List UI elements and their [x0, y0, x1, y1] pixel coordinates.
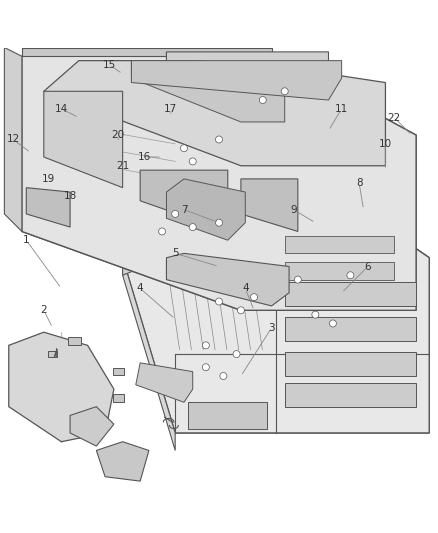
- Polygon shape: [285, 352, 416, 376]
- Text: 19: 19: [42, 174, 55, 184]
- Circle shape: [159, 228, 166, 235]
- Text: 5: 5: [172, 248, 179, 259]
- Polygon shape: [123, 179, 315, 275]
- Polygon shape: [68, 336, 81, 345]
- Polygon shape: [131, 61, 342, 100]
- Polygon shape: [4, 47, 22, 231]
- Polygon shape: [113, 394, 124, 402]
- Circle shape: [259, 96, 266, 103]
- Polygon shape: [285, 282, 416, 306]
- Polygon shape: [70, 407, 114, 446]
- Text: 17: 17: [164, 104, 177, 114]
- Polygon shape: [166, 253, 289, 306]
- Polygon shape: [166, 179, 245, 240]
- Circle shape: [294, 276, 301, 283]
- Polygon shape: [22, 56, 416, 310]
- Text: 3: 3: [268, 323, 275, 333]
- Circle shape: [281, 88, 288, 95]
- Circle shape: [347, 272, 354, 279]
- Polygon shape: [285, 383, 416, 407]
- Polygon shape: [44, 91, 123, 188]
- Circle shape: [329, 320, 336, 327]
- Polygon shape: [166, 52, 328, 91]
- Text: 15: 15: [103, 60, 116, 70]
- Polygon shape: [123, 179, 429, 433]
- Polygon shape: [48, 351, 57, 358]
- Circle shape: [220, 373, 227, 379]
- Polygon shape: [123, 258, 175, 450]
- Text: 12: 12: [7, 134, 20, 144]
- Circle shape: [189, 223, 196, 231]
- Text: 16: 16: [138, 152, 151, 162]
- Text: 4: 4: [242, 284, 249, 293]
- Text: 2: 2: [40, 305, 47, 316]
- Text: 1: 1: [23, 235, 30, 245]
- Polygon shape: [131, 61, 285, 122]
- Text: 10: 10: [379, 139, 392, 149]
- Text: 20: 20: [112, 130, 125, 140]
- Text: 7: 7: [180, 205, 187, 215]
- Text: 4: 4: [137, 284, 144, 293]
- Text: 21: 21: [116, 161, 129, 171]
- Polygon shape: [285, 317, 416, 341]
- Polygon shape: [22, 56, 416, 310]
- Circle shape: [202, 342, 209, 349]
- Polygon shape: [188, 402, 267, 429]
- Text: 14: 14: [55, 104, 68, 114]
- Text: 9: 9: [290, 205, 297, 215]
- Circle shape: [215, 136, 223, 143]
- Text: 6: 6: [364, 262, 371, 271]
- Text: 22: 22: [388, 112, 401, 123]
- Polygon shape: [9, 332, 114, 442]
- Circle shape: [237, 307, 244, 314]
- Polygon shape: [241, 179, 298, 231]
- Polygon shape: [123, 179, 429, 433]
- Polygon shape: [44, 61, 385, 166]
- Polygon shape: [140, 170, 228, 231]
- Text: 18: 18: [64, 191, 77, 201]
- Polygon shape: [96, 442, 149, 481]
- Circle shape: [202, 364, 209, 371]
- Polygon shape: [285, 262, 394, 280]
- Circle shape: [233, 351, 240, 358]
- Circle shape: [215, 298, 223, 305]
- Circle shape: [215, 219, 223, 226]
- Circle shape: [312, 311, 319, 318]
- Circle shape: [189, 158, 196, 165]
- Text: 11: 11: [335, 104, 348, 114]
- Polygon shape: [113, 368, 124, 375]
- Circle shape: [180, 145, 187, 152]
- Polygon shape: [136, 363, 193, 402]
- Circle shape: [251, 294, 258, 301]
- Text: 8: 8: [356, 178, 363, 188]
- Polygon shape: [285, 236, 394, 253]
- Circle shape: [172, 211, 179, 217]
- Polygon shape: [22, 47, 272, 56]
- Polygon shape: [26, 188, 70, 227]
